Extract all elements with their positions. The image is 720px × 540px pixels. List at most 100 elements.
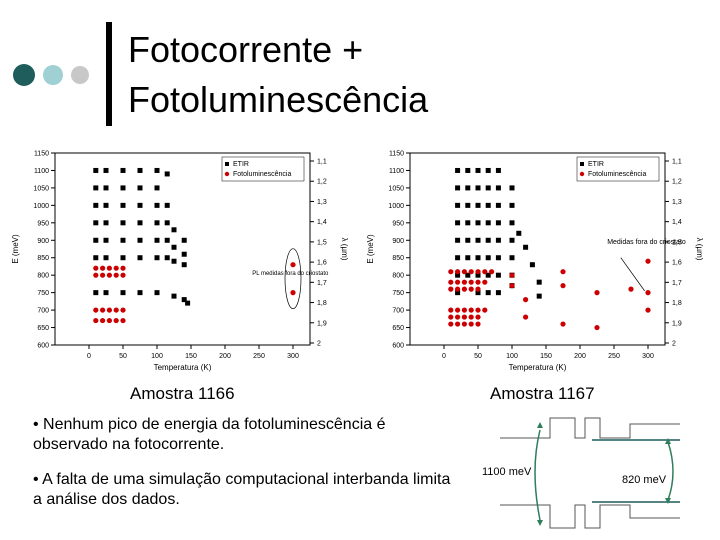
y-tick-label: 1050	[33, 185, 49, 192]
x-tick-label: 250	[253, 353, 265, 360]
pl-point	[100, 265, 106, 271]
etir-point	[103, 290, 109, 296]
y-tick-label: 700	[37, 308, 49, 315]
etir-point	[495, 167, 501, 173]
etir-point	[120, 237, 126, 243]
pl-point	[509, 272, 515, 278]
etir-point	[103, 202, 109, 208]
x-tick-label: 50	[119, 353, 127, 360]
pl-point	[594, 324, 600, 331]
chart-amostra-1167: 0 50 100 150 200 250 300 600 650 700 750 800 850 900 9…	[366, 151, 704, 373]
band-label-1100: 1100 meV	[482, 466, 532, 478]
pl-point	[560, 321, 566, 327]
pl-point	[113, 272, 119, 278]
transition-arrow-right	[667, 441, 674, 501]
etir-point	[181, 262, 187, 268]
x-tick-label: 100	[506, 353, 518, 360]
etir-point	[485, 220, 491, 226]
pl-point	[448, 314, 454, 320]
pl-point	[455, 269, 461, 275]
etir-point	[137, 185, 143, 191]
y-tick-label: 850	[37, 255, 49, 262]
pl-point	[113, 317, 119, 324]
y-tick-label: 1000	[388, 203, 404, 210]
pl-point	[509, 283, 515, 289]
pl-point	[113, 265, 119, 271]
pl-point	[475, 307, 481, 313]
pl-point	[475, 314, 481, 320]
valence-band-left	[500, 504, 615, 529]
y-right-tick-label: 1,2	[672, 179, 682, 186]
y-tick-label: 1000	[33, 203, 49, 210]
pl-point	[468, 307, 474, 313]
y-right-tick-label: 1,2	[317, 179, 327, 186]
y-tick-label: 600	[37, 343, 49, 350]
y-right-tick-label: 1,5	[317, 239, 327, 246]
x-tick-label: 150	[540, 353, 552, 360]
etir-point	[509, 202, 515, 208]
etir-point	[475, 272, 481, 278]
etir-point	[455, 255, 461, 261]
legend-label-etir: ETIR	[233, 161, 249, 168]
etir-point	[465, 237, 471, 243]
legend-label-pl: Fotoluminescência	[233, 171, 291, 178]
etir-point	[465, 202, 471, 208]
y-tick-label: 750	[392, 290, 404, 297]
band-label-820: 820 meV	[622, 474, 667, 486]
etir-point	[93, 290, 99, 296]
y-tick-label: 1100	[389, 168, 404, 175]
etir-point	[103, 255, 109, 261]
y-tick-label: 750	[37, 290, 49, 297]
y-tick-label: 1100	[34, 168, 49, 175]
etir-point	[509, 185, 515, 191]
etir-point	[181, 251, 187, 257]
x-tick-label: 200	[219, 353, 231, 360]
slide-title-line1: Fotocorrente +	[128, 29, 364, 70]
etir-point	[455, 202, 461, 208]
etir-point	[455, 185, 461, 191]
etir-point	[120, 255, 126, 261]
annotation-label: Medidas fora do criostato	[607, 239, 686, 246]
pl-point	[475, 286, 481, 292]
pl-point	[645, 307, 651, 313]
legend-label-etir: ETIR	[588, 161, 604, 168]
etir-point	[171, 258, 177, 264]
x-tick-label: 100	[151, 353, 163, 360]
y-tick-label: 650	[392, 325, 404, 332]
etir-point	[529, 262, 535, 268]
etir-point	[523, 244, 529, 250]
y-right-tick-label: 1,3	[317, 199, 327, 206]
y-right-tick-label: 1,4	[672, 219, 682, 226]
y-right-tick-label: 1,3	[672, 199, 682, 206]
etir-point	[485, 167, 491, 173]
y-right-tick-label: 2	[317, 341, 321, 348]
pl-point	[468, 269, 474, 275]
pl-point	[475, 269, 481, 275]
y-tick-label: 800	[392, 273, 404, 280]
pl-point	[594, 290, 600, 296]
pl-point	[448, 286, 454, 292]
x-tick-label: 0	[87, 353, 91, 360]
pl-point	[120, 307, 126, 313]
etir-point	[171, 293, 177, 299]
pl-point	[461, 307, 467, 313]
pl-point	[482, 279, 488, 285]
arrow-head-icon	[537, 422, 543, 428]
etir-point	[164, 237, 170, 243]
legend-marker-etir	[225, 162, 229, 166]
chart-amostra-1166: 0 50 100 150 200 250 300 600 650 700 750 800 850 900 9…	[11, 151, 349, 373]
pl-point	[468, 321, 474, 327]
x-tick-label: 50	[474, 353, 482, 360]
y-axis-right-label: λ (µm)	[695, 238, 704, 261]
etir-point	[137, 220, 143, 226]
annotation-ellipse	[284, 248, 302, 310]
pl-point	[120, 265, 126, 271]
pl-point	[113, 307, 119, 313]
etir-point	[495, 185, 501, 191]
etir-point	[103, 185, 109, 191]
etir-point	[495, 202, 501, 208]
etir-point	[475, 167, 481, 173]
pl-point	[523, 314, 529, 320]
y-tick-label: 950	[37, 220, 49, 227]
legend-box	[221, 156, 305, 182]
